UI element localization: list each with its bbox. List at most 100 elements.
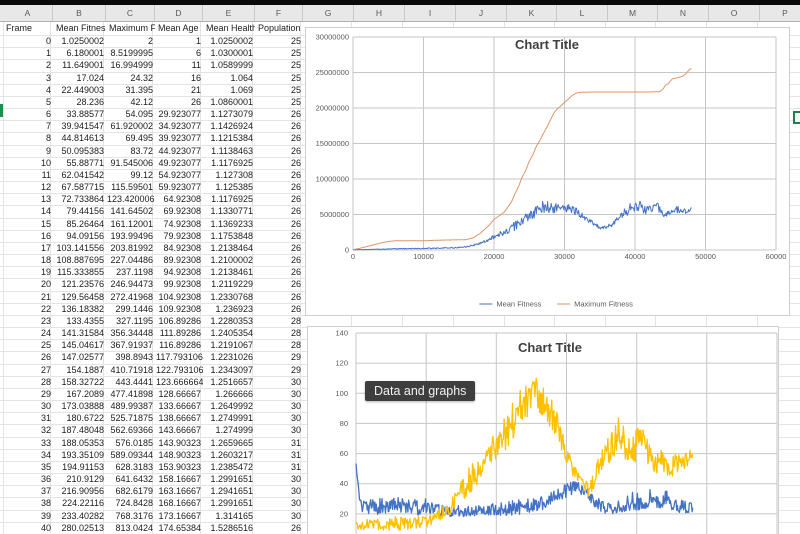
cell[interactable]: 1.2659665 — [210, 437, 253, 448]
cell[interactable]: 30 — [290, 401, 301, 412]
cell[interactable]: 1.2100002 — [210, 255, 253, 266]
cell[interactable]: 17.024 — [76, 72, 104, 83]
column-header-a[interactable]: A — [3, 5, 53, 21]
cell[interactable]: 367.91937 — [110, 340, 153, 351]
cell[interactable]: 123.420006 — [107, 194, 155, 205]
cell[interactable]: 26 — [40, 352, 51, 363]
cell[interactable]: 1.2119229 — [211, 279, 253, 290]
cell[interactable]: 40 — [40, 522, 51, 533]
cell[interactable]: 1.069 — [230, 84, 253, 95]
cell[interactable]: 133.66667 — [158, 401, 201, 412]
cell[interactable]: 1.0589999 — [210, 60, 253, 71]
cell[interactable]: 1.1369233 — [210, 218, 253, 229]
column-header-h[interactable]: H — [354, 5, 405, 21]
cell[interactable]: 25 — [40, 340, 51, 351]
cell[interactable]: 129.56458 — [61, 291, 104, 302]
cell[interactable]: 1.1753848 — [210, 230, 253, 241]
cell[interactable]: 3 — [45, 72, 51, 83]
cell[interactable]: 115.333855 — [57, 267, 104, 278]
cell[interactable]: 109.92308 — [158, 303, 201, 314]
cell[interactable]: 23 — [40, 315, 51, 326]
cell[interactable]: 1.2280353 — [210, 315, 253, 326]
cell[interactable]: 79.44156 — [66, 206, 104, 217]
chart-age-population[interactable]: 20 40 60 80 100 120 140 — [307, 326, 779, 534]
cell[interactable]: 1 — [195, 36, 201, 46]
cell[interactable]: 154.1887 — [66, 364, 104, 375]
cell[interactable]: 26 — [290, 291, 301, 302]
column-header-k[interactable]: K — [507, 5, 557, 21]
cell[interactable]: 237.1198 — [116, 267, 153, 278]
cell[interactable]: 44.923077 — [158, 145, 201, 156]
cell[interactable]: 30 — [290, 498, 301, 509]
header-cell[interactable]: Mean Fitness — [56, 23, 106, 33]
cell[interactable]: 123.666664 — [156, 376, 203, 387]
cell[interactable]: 227.04486 — [110, 255, 153, 266]
cell[interactable]: 16 — [190, 72, 201, 83]
cell[interactable]: 28 — [40, 376, 51, 387]
cell[interactable]: 30 — [290, 510, 301, 521]
cell[interactable]: 30 — [290, 425, 301, 436]
cell[interactable]: 26 — [290, 230, 301, 241]
cell[interactable]: 28 — [290, 315, 301, 326]
cell[interactable]: 14 — [40, 206, 51, 217]
cell[interactable]: 30 — [290, 388, 301, 399]
cell[interactable]: 145.04617 — [61, 340, 104, 351]
cell[interactable]: 35 — [40, 461, 51, 472]
column-header-i[interactable]: I — [405, 5, 456, 21]
cell[interactable]: 1.274999 — [215, 425, 253, 436]
cell[interactable]: 1.1330771 — [210, 206, 253, 217]
cell[interactable]: 111.89286 — [159, 328, 201, 339]
header-cell[interactable]: Frame — [6, 23, 33, 33]
column-header-m[interactable]: M — [608, 5, 658, 21]
cell[interactable]: 25 — [290, 72, 301, 83]
cell[interactable]: 4 — [45, 84, 51, 95]
cell[interactable]: 1.5286516 — [210, 522, 253, 533]
cell[interactable]: 1.1273079 — [210, 109, 253, 120]
cell[interactable]: 1.2516657 — [210, 376, 253, 387]
cell[interactable]: 26 — [190, 96, 201, 107]
cell[interactable]: 128.66667 — [158, 388, 201, 399]
cell[interactable]: 187.48048 — [61, 425, 104, 436]
cell[interactable]: 628.3183 — [115, 461, 153, 472]
cell[interactable]: 28 — [290, 340, 301, 351]
cell[interactable]: 272.41968 — [110, 291, 153, 302]
cell[interactable]: 69.495 — [125, 133, 153, 144]
cell[interactable]: 194.91153 — [62, 461, 104, 472]
cell[interactable]: 25 — [290, 96, 301, 107]
cell[interactable]: 26 — [290, 255, 301, 266]
cell[interactable]: 1.0300001 — [210, 48, 253, 59]
cell[interactable]: 108.887695 — [56, 255, 104, 266]
cell[interactable]: 79.92308 — [163, 230, 201, 241]
cell[interactable]: 89.92308 — [163, 255, 201, 266]
cell[interactable]: 26 — [290, 133, 301, 144]
cell[interactable]: 64.92308 — [163, 194, 201, 205]
cell[interactable]: 26 — [290, 194, 301, 205]
cell[interactable]: 122.793106 — [156, 364, 203, 375]
cell[interactable]: 161.12001 — [110, 218, 153, 229]
cell[interactable]: 1.2649992 — [210, 401, 253, 412]
cell[interactable]: 121.23576 — [61, 279, 104, 290]
cell[interactable]: 38 — [40, 498, 51, 509]
cell[interactable]: 233.40282 — [61, 510, 104, 521]
cell[interactable]: 39.923077 — [158, 133, 201, 144]
cell[interactable]: 74.92308 — [163, 218, 201, 229]
column-header-d[interactable]: D — [155, 5, 203, 21]
cell[interactable]: 25 — [290, 84, 301, 95]
column-header-e[interactable]: E — [203, 5, 255, 21]
cell[interactable]: 8.5199995 — [110, 48, 153, 59]
cell[interactable]: 21 — [40, 291, 51, 302]
cell[interactable]: 193.35109 — [61, 449, 104, 460]
cell[interactable]: 1 — [45, 48, 51, 59]
cell[interactable]: 210.9129 — [66, 474, 104, 485]
cell[interactable]: 28 — [290, 328, 301, 339]
cell[interactable]: 94.09156 — [66, 230, 104, 241]
cell[interactable]: 26 — [290, 218, 301, 229]
cell[interactable]: 141.64502 — [110, 206, 153, 217]
cell[interactable]: 2 — [45, 60, 51, 71]
cell[interactable]: 30 — [290, 376, 301, 387]
cell[interactable]: 163.16667 — [158, 486, 201, 497]
cell[interactable]: 6 — [195, 48, 201, 59]
column-header-l[interactable]: L — [557, 5, 608, 21]
cell[interactable]: 158.16667 — [158, 474, 201, 485]
cell[interactable]: 11 — [191, 60, 201, 71]
